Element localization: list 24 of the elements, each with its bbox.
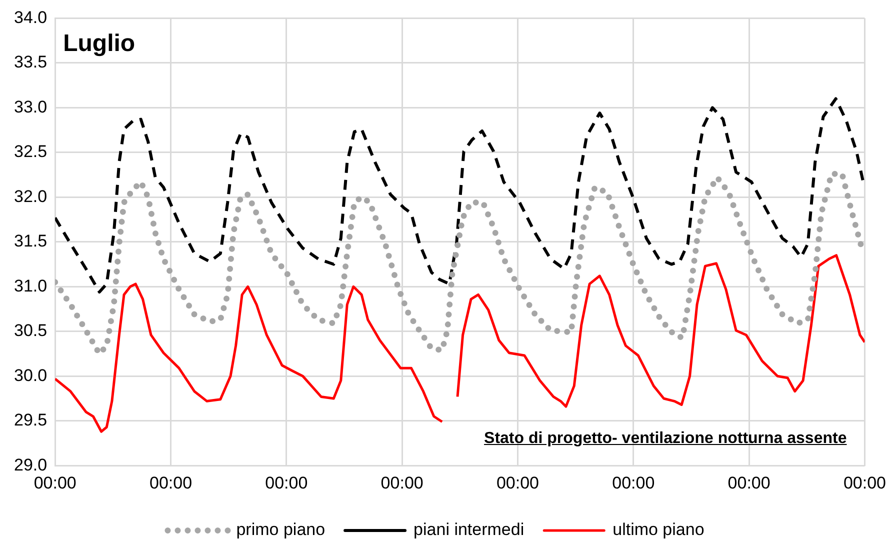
y-tick-label: 33.5 — [14, 52, 48, 72]
y-tick-label: 32.0 — [14, 186, 48, 206]
y-tick-label: 32.5 — [14, 142, 48, 162]
y-tick-label: 31.0 — [14, 276, 48, 296]
y-tick-label: 33.0 — [14, 97, 48, 116]
y-tick-label: 30.0 — [14, 366, 48, 385]
x-tick-label: 00:00 — [265, 473, 308, 492]
y-tick-label: 31.5 — [14, 232, 48, 251]
x-tick-label: 00:00 — [612, 473, 655, 492]
x-tick-label: 00:00 — [380, 473, 424, 492]
annotation: Stato di progetto- ventilazione notturna assente — [484, 430, 847, 448]
x-tick-label: 00:00 — [496, 473, 540, 492]
y-tick-label: 29.5 — [14, 410, 48, 430]
y-tick-label: 29.0 — [14, 455, 48, 474]
text: Luglio — [63, 30, 136, 57]
y-tick-label: 34.0 — [14, 8, 48, 27]
x-tick-label: 00:00 — [728, 473, 770, 492]
legend-label: primo piano — [236, 520, 326, 540]
y-tick-label: 30.5 — [14, 321, 48, 340]
x-tick-label: 00:00 — [34, 473, 76, 492]
legend-label: ultimo piano — [612, 520, 704, 540]
x-tick-label: 00:00 — [843, 473, 886, 492]
x-tick-label: 00:00 — [149, 473, 192, 492]
legend-label: piani intermedi — [414, 520, 524, 540]
